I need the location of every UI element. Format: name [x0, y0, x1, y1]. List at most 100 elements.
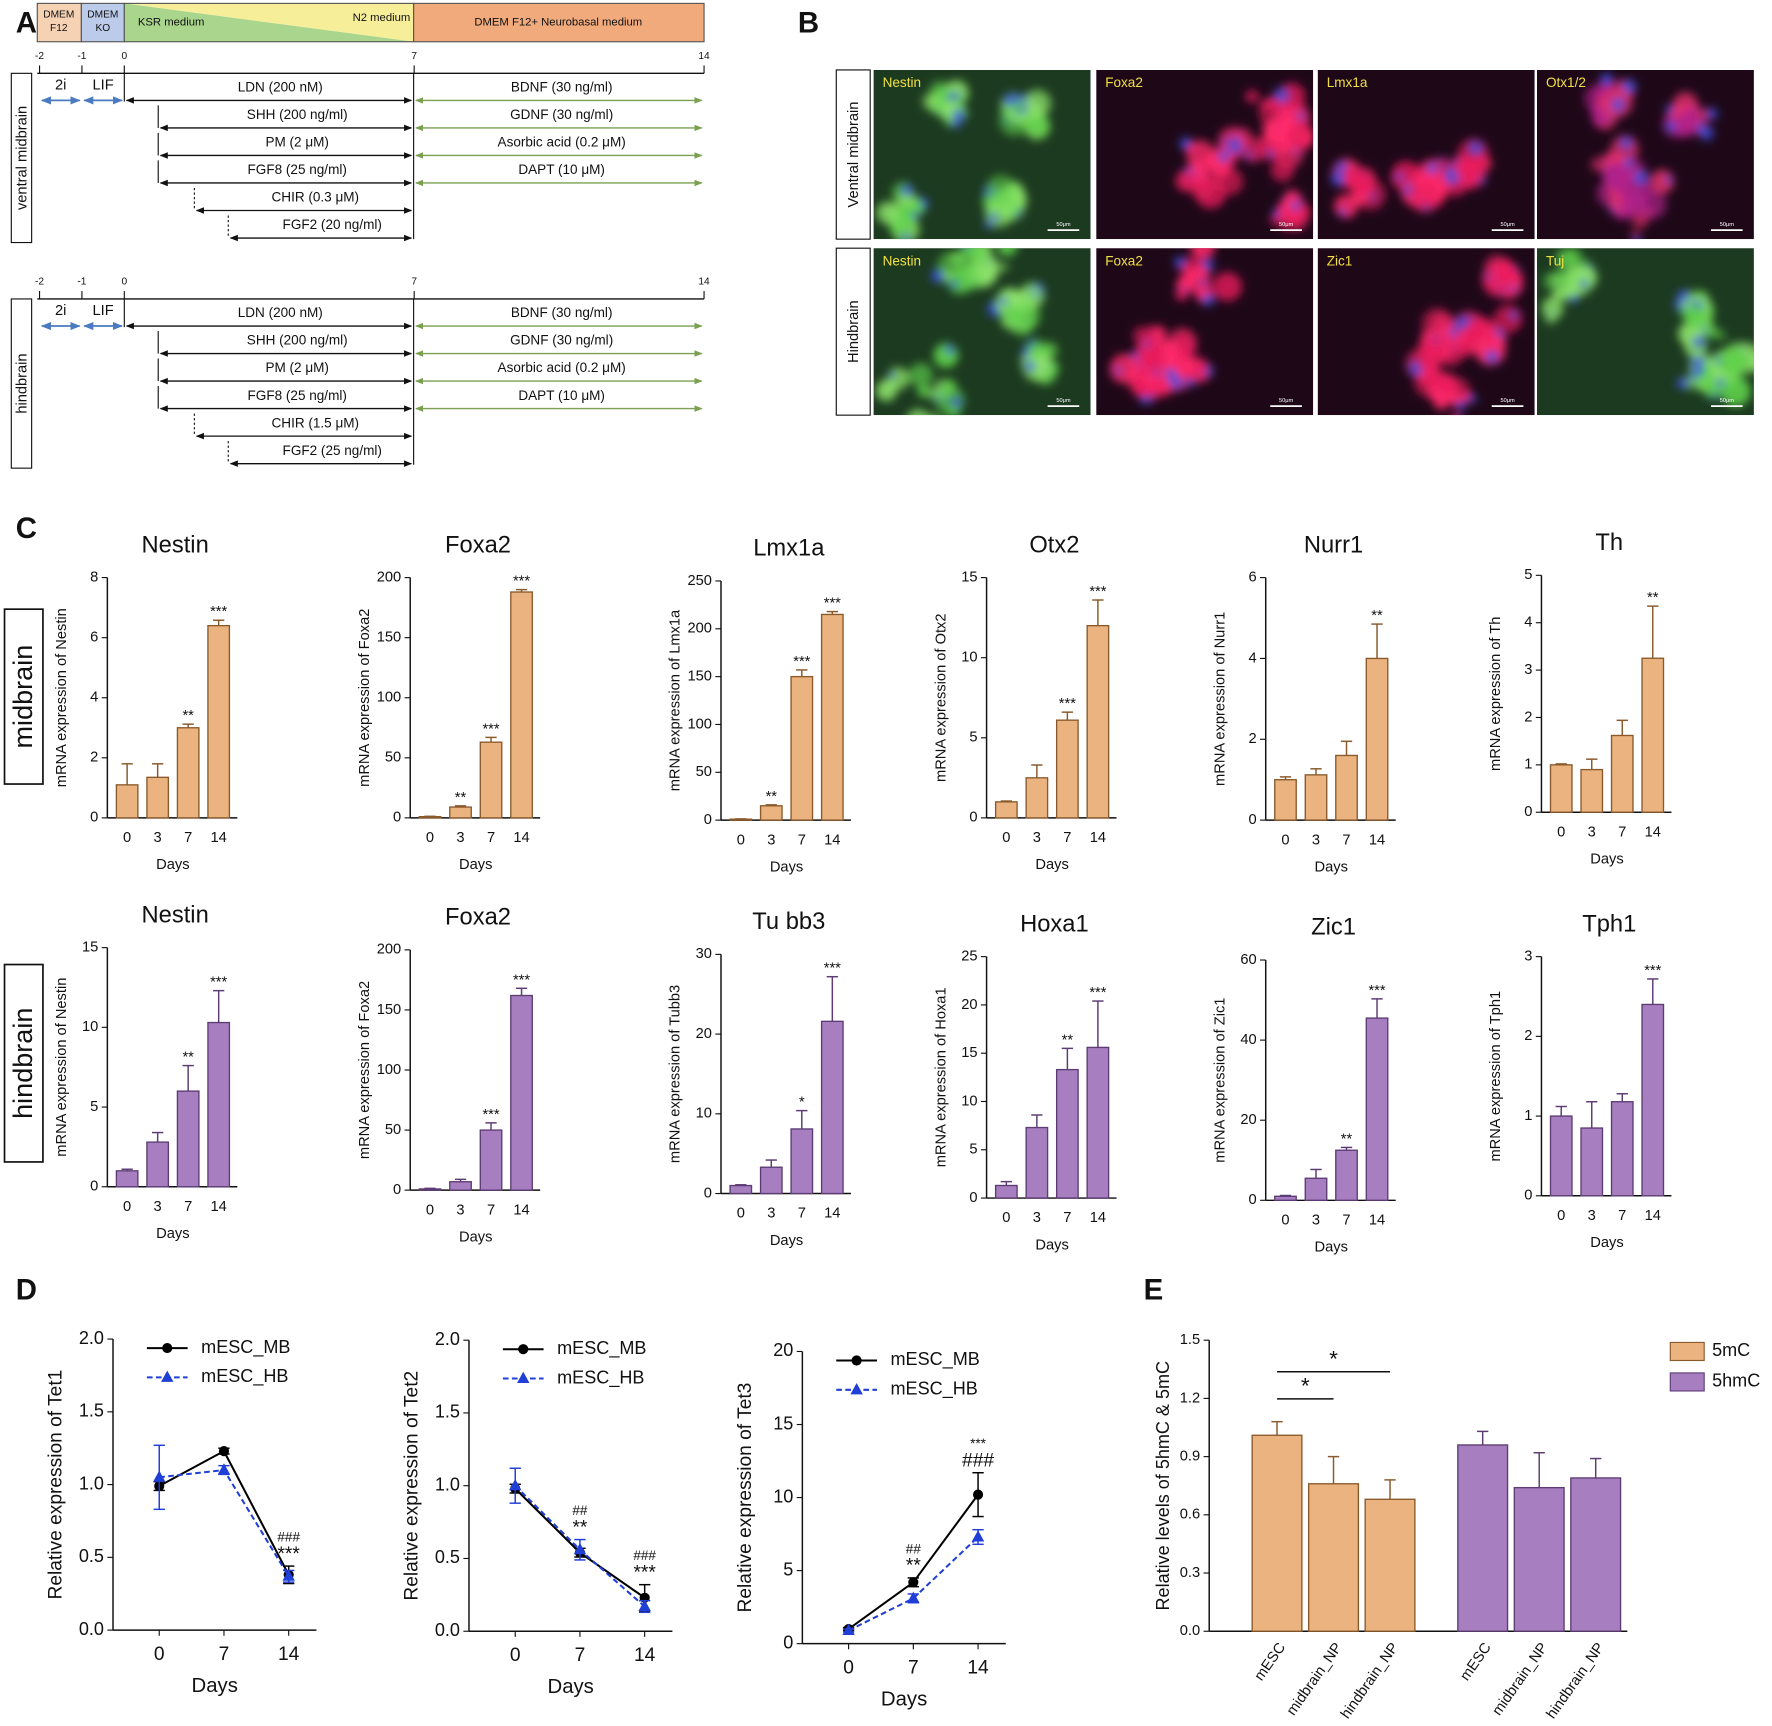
- x-tick-label: 0: [737, 1206, 745, 1222]
- medium-label: F12: [50, 23, 68, 34]
- nucleus: [911, 421, 923, 433]
- x-tick-label: 3: [1588, 1208, 1596, 1224]
- y-tick-label: 25: [961, 949, 977, 965]
- bar: [207, 624, 231, 819]
- nucleus: [1677, 289, 1690, 302]
- bar: [1513, 1486, 1565, 1632]
- x-tick-label: 0: [843, 1658, 854, 1679]
- nucleus: [1426, 162, 1439, 175]
- y-tick-label: 1.5: [435, 1402, 460, 1422]
- cell: [1003, 305, 1023, 325]
- micrograph: [873, 69, 1091, 240]
- bar: [449, 806, 472, 819]
- y-tick-label: 10: [82, 1019, 98, 1035]
- nucleus: [1217, 150, 1230, 163]
- cells: [875, 248, 1060, 433]
- cell: [926, 413, 938, 416]
- cell: [1245, 89, 1259, 104]
- legend-label: mESC_MB: [891, 1349, 980, 1370]
- cell: [1718, 346, 1748, 377]
- y-axis-label: mRNA expression of Zic1: [1212, 998, 1228, 1163]
- bar: [115, 784, 139, 819]
- significance-label: **: [455, 790, 467, 806]
- nucleus: [1273, 87, 1290, 104]
- factor-label: SHH (200 ng/ml): [247, 333, 348, 348]
- nucleus: [1444, 169, 1460, 185]
- chart-title: Lmx1a: [753, 536, 825, 562]
- x-tick-label: 14: [1369, 1212, 1385, 1228]
- nucleus: [950, 396, 962, 408]
- y-tick-label: 1: [1524, 1108, 1532, 1124]
- x-tick-label: 14: [967, 1658, 989, 1679]
- marker: [908, 1577, 919, 1588]
- marker: [971, 1530, 985, 1542]
- y-tick-label: 1.2: [1180, 1390, 1200, 1406]
- cell: [1750, 353, 1754, 370]
- significance-label: **: [182, 708, 194, 724]
- significance-label: ***: [1368, 983, 1385, 999]
- micrograph: [873, 248, 1091, 433]
- factor-label: LIF: [93, 78, 114, 94]
- y-tick-label: 0: [1524, 1188, 1532, 1204]
- factor-label: BDNF (30 ng/ml): [511, 80, 613, 95]
- bar: [1086, 1046, 1110, 1199]
- panel-label: A: [16, 7, 37, 40]
- significance-label: ***: [793, 654, 810, 670]
- y-tick-label: 0: [393, 810, 401, 826]
- cell: [1683, 304, 1707, 328]
- x-tick-label: 0: [1281, 832, 1289, 848]
- x-tick-label: 3: [154, 1199, 162, 1215]
- bar: [1365, 1017, 1389, 1201]
- y-axis-label: mRNA expression of Foxa2: [357, 981, 373, 1159]
- x-axis-label: Days: [1590, 851, 1623, 867]
- cell: [1258, 98, 1285, 125]
- nucleus: [1600, 72, 1614, 86]
- legend-label: 5hmC: [1712, 1371, 1760, 1391]
- cell: [1434, 372, 1457, 395]
- x-tick-label: 7: [798, 832, 806, 848]
- x-axis-label: Days: [156, 1226, 189, 1242]
- row-label-box: [835, 69, 871, 240]
- x-axis-label: Days: [1590, 1235, 1623, 1251]
- bar: [729, 1184, 753, 1195]
- y-axis-label: mRNA expression of Foxa2: [357, 609, 373, 787]
- nucleus: [1454, 419, 1464, 429]
- factor-label: DAPT (10 μM): [518, 162, 605, 177]
- cell: [997, 248, 1018, 257]
- x-tick-label: 3: [1588, 824, 1596, 840]
- cell: [909, 199, 924, 214]
- x-axis-label: Days: [881, 1688, 927, 1710]
- factor-label: FGF2 (25 ng/ml): [283, 443, 382, 458]
- marker: [282, 1569, 295, 1581]
- micrograph: [1536, 69, 1754, 240]
- y-tick-label: 150: [377, 630, 401, 646]
- nucleus: [1164, 367, 1177, 380]
- x-tick-label: 0: [1281, 1212, 1289, 1228]
- y-tick-label: 60: [1240, 952, 1256, 968]
- day-label: -1: [77, 51, 86, 62]
- cell: [1482, 266, 1514, 298]
- cell: [1195, 177, 1227, 209]
- y-tick-label: 200: [687, 621, 711, 637]
- bar: [510, 591, 533, 819]
- series-line: [159, 1468, 290, 1577]
- cell: [1716, 330, 1726, 341]
- y-tick-label: 3: [1524, 949, 1532, 965]
- x-axis-label: Days: [1315, 859, 1348, 875]
- cell: [1139, 325, 1163, 349]
- significance-label: **: [766, 789, 778, 805]
- cell: [1263, 119, 1289, 145]
- significance-label: **: [1062, 1032, 1074, 1048]
- y-axis-label: mRNA expression of Nestin: [54, 608, 70, 787]
- annotation: ***: [633, 1562, 656, 1583]
- legend-marker: [851, 1355, 862, 1366]
- y-axis-label: mRNA expression of Hoxa1: [933, 987, 949, 1167]
- factor-label: FGF8 (25 ng/ml): [248, 162, 347, 177]
- y-tick-label: 250: [687, 573, 711, 589]
- y-tick-label: 50: [696, 764, 712, 780]
- cell: [1720, 376, 1751, 407]
- panel-label: D: [16, 1273, 37, 1306]
- nucleus: [999, 296, 1008, 306]
- chart-title: Otx2: [1029, 532, 1079, 558]
- factor-label: GDNF (30 ng/ml): [510, 333, 613, 348]
